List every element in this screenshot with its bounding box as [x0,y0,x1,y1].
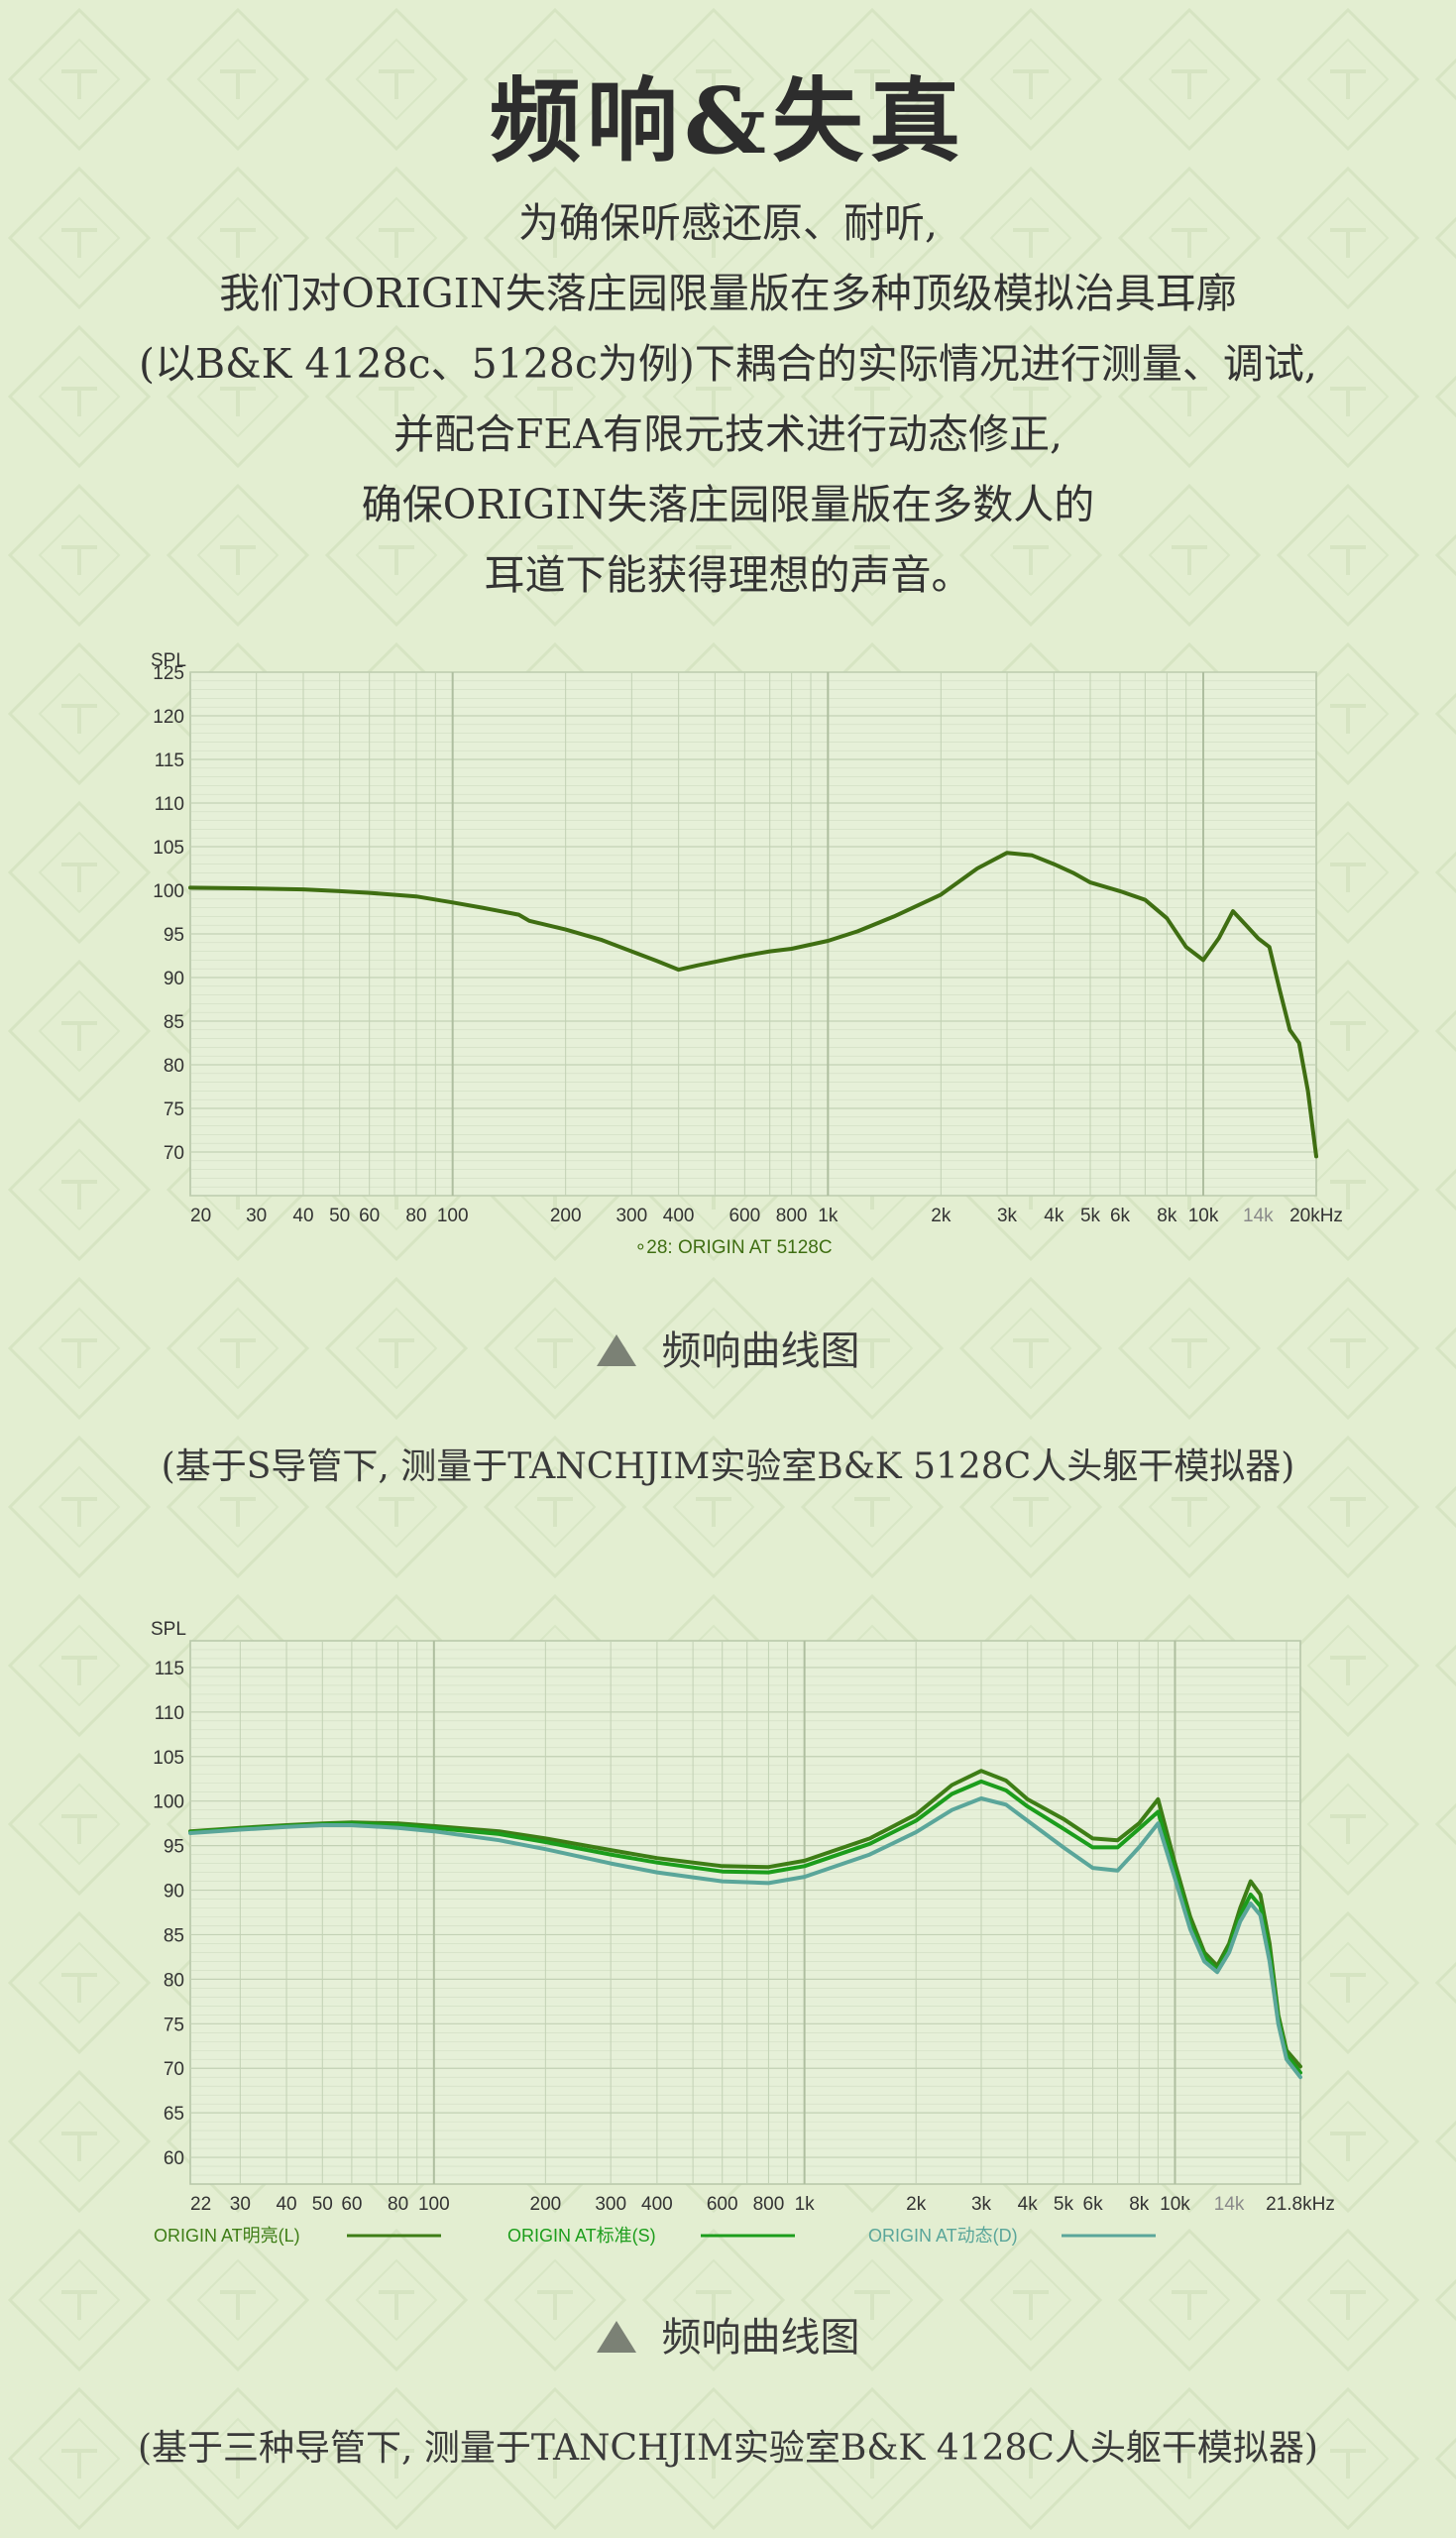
chart-2-caption-text: 频响曲线图 [661,2315,860,2361]
x-tick-label: 30 [230,2194,251,2215]
x-tick-label: 4k [1018,2194,1039,2215]
x-tick-label: 100 [418,2194,450,2215]
y-tick-label: 115 [155,750,184,771]
intro-line: 耳道下能获得理想的声音。 [484,551,972,599]
x-tick-label: 200 [530,2194,562,2215]
x-tick-label: 2k [931,1206,952,1226]
x-tick-label: 14k [1214,2194,1245,2215]
y-tick-label: 110 [155,1703,184,1724]
x-tick-label: 20 [190,1206,211,1226]
legend-entry: ORIGIN AT明亮(L) [154,2226,300,2246]
legend-entry: ORIGIN AT动态(D) [868,2226,1018,2246]
x-tick-label: 400 [663,1206,695,1226]
frequency-response-chart-1: 70 75 80 85 90 95 100 105 110 115 120 125 SPL 20 30 40 5… [0,634,1456,1269]
y-tick-label: 125 [153,663,184,684]
x-tick-label: 14k [1243,1206,1274,1226]
chart-1-note: (基于S导管下, 测量于TANCHJIM实验室B&K 5128C人头躯干模拟器) [161,1446,1295,1487]
x-tick-label: 100 [437,1206,469,1226]
y-tick-label: 100 [153,1792,184,1813]
x-tick-label: 22 [190,2194,211,2215]
x-tick-label: 40 [292,1206,313,1226]
frequency-response-chart-2: 60 65 70 75 80 85 90 95 100 105 110 115 SPL 22 30 40 50 6… [0,1601,1456,2265]
triangle-icon [596,2321,636,2353]
y-tick-label: 75 [164,2015,184,2035]
y-tick-label: 105 [153,838,184,859]
series-line [188,1779,1302,2075]
intro-line: (以B&K 4128c、5128c为例)下耦合的实际情况进行测量、调试, [139,340,1317,388]
page-title: 频响&失真 [489,67,967,174]
intro-text: 为确保听感还原、耐听, 我们对ORIGIN失落庄园限量版在多种顶级模拟治具耳廓 … [0,188,1456,611]
x-tick-label: 1k [795,2194,816,2215]
chart-2-svg: 60 65 70 75 80 85 90 95 100 105 110 115 SPL 22 30 40 50 6… [151,1619,1335,2246]
intro-line: 并配合FEA有限元技术进行动态修正, [392,410,1064,458]
y-tick-label: 80 [164,1970,184,1991]
chart-2-note: (基于三种导管下, 测量于TANCHJIM实验室B&K 4128C人头躯干模拟器… [138,2428,1318,2469]
plot-area [189,1640,1301,2185]
intro-line: 为确保听感还原、耐听, [517,199,939,247]
y-tick-label: 70 [164,2059,184,2080]
x-tick-label: 3k [997,1206,1018,1226]
x-tick-label: 80 [388,2194,408,2215]
y-tick-label: 100 [153,881,184,902]
y-tick-label: 70 [164,1143,184,1164]
x-tick-label: 60 [359,1206,380,1226]
x-tick-label: 300 [595,2194,626,2215]
y-tick-label: 75 [164,1099,184,1120]
chart-2-caption: 频响曲线图 [0,2305,1456,2363]
x-tick-label: 600 [728,1206,760,1226]
x-tick-label: 60 [341,2194,362,2215]
chart-1-caption: 频响曲线图 [0,1319,1456,1376]
y-axis-label: SPL [151,650,186,671]
x-tick-label: 1k [818,1206,839,1226]
y-tick-label: 85 [164,1925,184,1946]
series-line [188,851,1318,1159]
chart-1-caption-text: 频响曲线图 [661,1328,860,1374]
x-tick-label: 6k [1110,1206,1131,1226]
x-tick-label: 80 [405,1206,426,1226]
y-tick-label: 120 [153,707,184,728]
y-tick-label: 115 [155,1659,184,1679]
y-tick-label: 105 [153,1748,184,1769]
x-tick-label: 300 [616,1206,647,1226]
x-tick-label: 10k [1160,2194,1190,2215]
x-tick-label: 200 [550,1206,582,1226]
y-tick-label: 80 [164,1056,184,1077]
x-tick-label: 8k [1129,2194,1150,2215]
y-tick-label: 90 [164,1882,184,1903]
y-tick-label: 65 [164,2104,184,2125]
intro-line: 我们对ORIGIN失落庄园限量版在多种顶级模拟治具耳廓 [219,270,1237,317]
y-tick-label: 95 [164,1837,184,1858]
triangle-icon [596,1334,636,1366]
intro-line: 确保ORIGIN失落庄园限量版在多数人的 [361,481,1095,528]
y-tick-label: 85 [164,1012,184,1033]
x-tick-label: 21.8kHz [1266,2194,1335,2215]
legend-entry: ∘28: ORIGIN AT 5128C [634,1237,832,1258]
x-tick-label: 40 [276,2194,296,2215]
y-tick-label: 90 [164,969,184,989]
x-tick-label: 400 [641,2194,673,2215]
x-tick-label: 6k [1083,2194,1104,2215]
x-tick-label: 10k [1188,1206,1219,1226]
x-tick-label: 20kHz [1289,1206,1343,1226]
x-tick-label: 8k [1157,1206,1177,1226]
x-tick-label: 2k [906,2194,927,2215]
x-tick-label: 50 [312,2194,333,2215]
x-tick-label: 3k [971,2194,992,2215]
y-tick-label: 95 [164,925,184,946]
legend-entry: ORIGIN AT标准(S) [507,2226,656,2246]
x-tick-label: 4k [1044,1206,1064,1226]
x-tick-label: 5k [1080,1206,1101,1226]
x-tick-label: 800 [753,2194,785,2215]
series-line [188,1796,1302,2080]
y-tick-label: 60 [164,2148,184,2169]
x-tick-label: 50 [329,1206,350,1226]
x-tick-label: 600 [707,2194,738,2215]
y-tick-label: 110 [155,794,184,815]
y-axis-label: SPL [151,1619,186,1640]
x-tick-label: 30 [246,1206,267,1226]
x-tick-label: 800 [776,1206,808,1226]
x-tick-label: 5k [1054,2194,1074,2215]
